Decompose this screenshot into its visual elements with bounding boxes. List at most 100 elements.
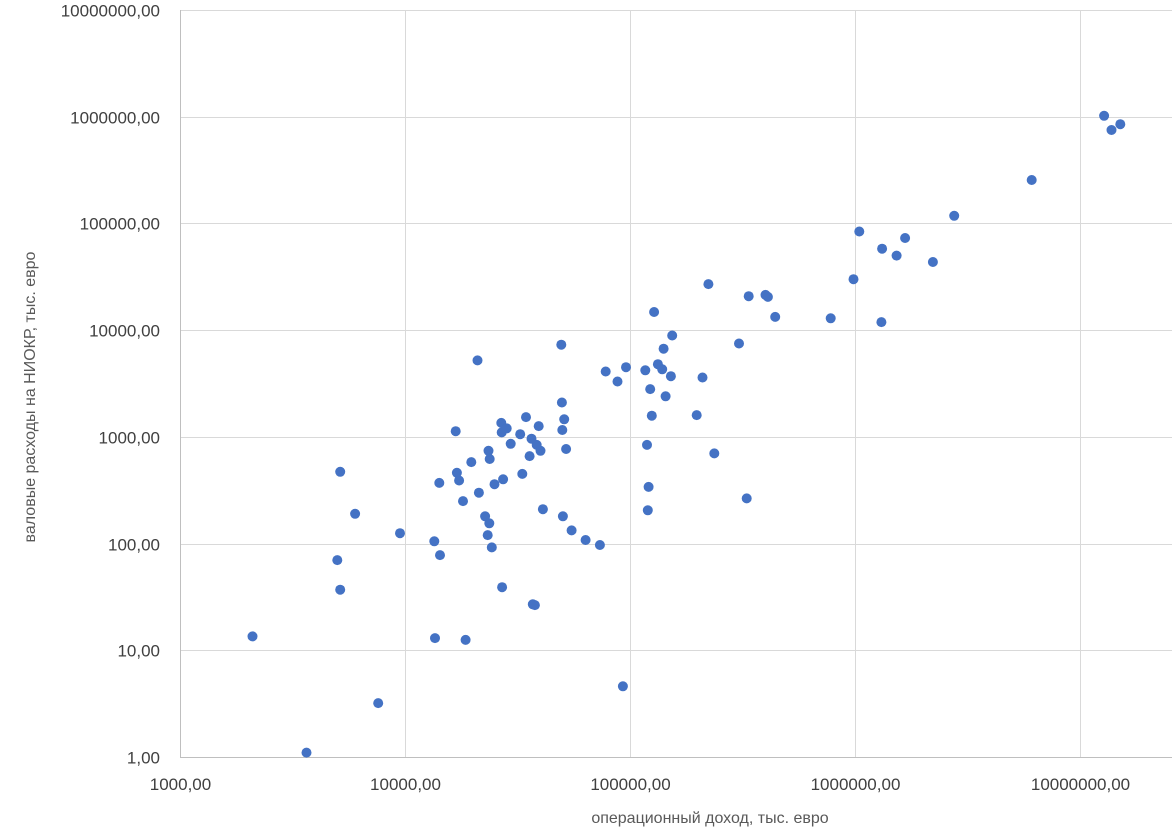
data-point — [697, 372, 708, 383]
data-point — [524, 451, 535, 462]
data-point — [876, 317, 887, 328]
data-point — [517, 468, 528, 479]
data-point — [645, 384, 656, 395]
data-point — [535, 445, 546, 456]
data-point — [486, 542, 497, 553]
data-point — [891, 250, 902, 261]
data-point — [642, 505, 653, 516]
y-tick-label: 10,00 — [117, 642, 160, 661]
data-point — [1115, 119, 1126, 130]
data-point — [621, 362, 631, 373]
data-point — [505, 438, 516, 449]
x-tick-label: 10000000,00 — [1031, 775, 1130, 794]
data-point — [617, 681, 628, 692]
data-point — [566, 525, 577, 536]
data-point — [472, 355, 483, 366]
data-point — [643, 481, 654, 492]
data-point — [435, 550, 445, 561]
data-point — [537, 504, 548, 515]
data-point — [556, 397, 567, 408]
data-point — [1026, 175, 1037, 185]
data-point — [561, 444, 572, 454]
data-point — [1099, 110, 1110, 121]
data-point — [521, 412, 531, 423]
x-tick-label: 10000,00 — [370, 775, 441, 794]
y-tick-label: 1,00 — [127, 749, 160, 768]
data-point — [594, 540, 605, 550]
data-point — [473, 487, 484, 498]
data-point — [762, 291, 773, 302]
y-axis-title: валовые расходы на НИОКР, тыс. евро — [22, 251, 39, 542]
data-point — [501, 423, 512, 434]
data-point — [335, 584, 346, 595]
data-point — [734, 338, 744, 349]
data-point — [660, 391, 671, 402]
data-point — [640, 365, 651, 376]
data-point — [927, 257, 938, 267]
data-point — [649, 307, 660, 317]
data-point — [350, 508, 361, 519]
y-tick-label: 1000000,00 — [70, 109, 160, 128]
data-point — [497, 582, 508, 593]
data-point — [709, 448, 720, 459]
data-point — [466, 457, 477, 468]
y-tick-label: 10000,00 — [89, 322, 160, 341]
data-point — [877, 243, 888, 254]
data-points — [247, 110, 1126, 758]
data-point — [580, 535, 591, 545]
data-point — [1106, 125, 1117, 135]
data-point — [458, 496, 468, 507]
data-point — [949, 210, 960, 221]
data-point — [848, 274, 859, 285]
data-point — [743, 291, 754, 302]
data-point — [854, 226, 865, 237]
data-point — [335, 466, 346, 477]
data-point — [430, 633, 440, 644]
data-point — [770, 311, 781, 322]
x-axis-title: операционный доход, тыс. евро — [591, 810, 828, 827]
data-point — [395, 528, 405, 539]
data-point — [691, 410, 702, 421]
gridlines — [180, 10, 1172, 758]
data-point — [657, 364, 668, 375]
data-point — [559, 414, 570, 425]
data-point — [703, 279, 714, 290]
x-axis-tick-labels: 1000,00 10000,00 100000,00 1000000,00 100000… — [150, 775, 1130, 794]
data-point — [498, 474, 509, 485]
y-axis-tick-labels: 1,00 10,00 100,00 1000,00 10000,00 100000,00 1… — [61, 2, 160, 768]
data-point — [450, 426, 461, 437]
data-point — [646, 410, 657, 421]
data-point — [900, 233, 911, 243]
data-point — [529, 600, 540, 611]
data-point — [301, 747, 312, 758]
data-point — [515, 429, 526, 440]
y-tick-label: 100000,00 — [80, 215, 160, 234]
y-tick-label: 1000,00 — [99, 429, 160, 448]
data-point — [489, 479, 500, 490]
data-point — [332, 555, 343, 566]
data-point — [434, 477, 445, 488]
data-point — [533, 421, 544, 432]
data-point — [373, 698, 384, 709]
data-point — [556, 339, 567, 350]
data-point — [451, 467, 462, 478]
data-point — [665, 371, 676, 382]
x-tick-label: 1000,00 — [150, 775, 211, 794]
data-point — [454, 475, 465, 486]
data-point — [642, 439, 652, 450]
x-tick-label: 100000,00 — [590, 775, 670, 794]
x-tick-label: 1000000,00 — [811, 775, 901, 794]
data-point — [600, 366, 611, 377]
y-tick-label: 100,00 — [108, 536, 160, 555]
data-point — [484, 454, 495, 464]
data-point — [484, 518, 495, 529]
data-point — [557, 511, 568, 522]
data-point — [741, 493, 752, 504]
data-point — [612, 376, 623, 387]
data-point — [825, 313, 836, 324]
data-point — [460, 634, 471, 645]
data-point — [658, 343, 669, 354]
y-tick-label: 10000000,00 — [61, 2, 160, 21]
data-point — [483, 445, 494, 456]
